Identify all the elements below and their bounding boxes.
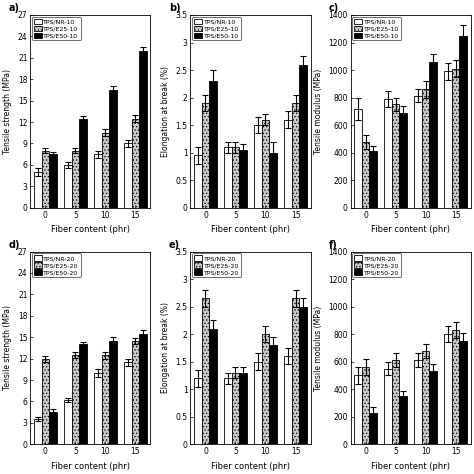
Y-axis label: Tensile strength (MPa): Tensile strength (MPa) [3, 69, 12, 154]
Bar [232, 147, 239, 208]
X-axis label: Fiber content (phr): Fiber content (phr) [51, 225, 130, 234]
Bar [124, 144, 132, 208]
Bar [209, 81, 217, 208]
Text: d): d) [9, 240, 20, 250]
Bar [269, 153, 277, 208]
Bar [34, 419, 42, 444]
Bar [362, 142, 369, 208]
X-axis label: Fiber content (phr): Fiber content (phr) [371, 225, 450, 234]
Bar [64, 165, 72, 208]
Y-axis label: Elongation at break (%): Elongation at break (%) [161, 302, 170, 393]
X-axis label: Fiber content (phr): Fiber content (phr) [51, 462, 130, 471]
Bar [224, 378, 232, 444]
Bar [392, 104, 400, 208]
Bar [384, 99, 392, 208]
Bar [422, 351, 429, 444]
Text: c): c) [329, 3, 339, 13]
Bar [109, 341, 117, 444]
Bar [101, 133, 109, 208]
Bar [42, 151, 49, 208]
X-axis label: Fiber content (phr): Fiber content (phr) [371, 462, 450, 471]
Bar [124, 362, 132, 444]
Y-axis label: Tensile strength (MPa): Tensile strength (MPa) [3, 305, 12, 391]
Bar [79, 345, 87, 444]
Bar [400, 113, 407, 208]
Bar [400, 396, 407, 444]
Bar [269, 345, 277, 444]
Bar [202, 103, 209, 208]
Legend: TPS/NR-20, TPS/E25-20, TPS/E50-20: TPS/NR-20, TPS/E25-20, TPS/E50-20 [353, 254, 401, 277]
Bar [262, 119, 269, 208]
Bar [72, 151, 79, 208]
Y-axis label: Tensile modulus (MPa): Tensile modulus (MPa) [314, 305, 323, 391]
Text: e): e) [169, 240, 180, 250]
Bar [239, 373, 247, 444]
Bar [34, 172, 42, 208]
Bar [94, 373, 101, 444]
Bar [49, 154, 56, 208]
Bar [355, 375, 362, 444]
Bar [452, 69, 459, 208]
Bar [209, 328, 217, 444]
Bar [232, 373, 239, 444]
Bar [392, 360, 400, 444]
Y-axis label: Tensile modulus (MPa): Tensile modulus (MPa) [314, 69, 323, 154]
Bar [101, 355, 109, 444]
Bar [299, 64, 307, 208]
Bar [369, 151, 377, 208]
Bar [72, 355, 79, 444]
Text: a): a) [9, 3, 20, 13]
Bar [369, 413, 377, 444]
Bar [459, 36, 467, 208]
Bar [49, 412, 56, 444]
Bar [445, 334, 452, 444]
X-axis label: Fiber content (phr): Fiber content (phr) [211, 225, 290, 234]
Bar [292, 103, 299, 208]
Bar [262, 334, 269, 444]
Bar [422, 89, 429, 208]
Bar [459, 341, 467, 444]
Bar [292, 299, 299, 444]
Bar [109, 90, 117, 208]
X-axis label: Fiber content (phr): Fiber content (phr) [211, 462, 290, 471]
Bar [384, 369, 392, 444]
Bar [239, 150, 247, 208]
Bar [445, 72, 452, 208]
Legend: TPS/NR-10, TPS/E25-10, TPS/E50-10: TPS/NR-10, TPS/E25-10, TPS/E50-10 [192, 17, 241, 40]
Bar [452, 330, 459, 444]
Bar [414, 360, 422, 444]
Bar [194, 155, 202, 208]
Bar [132, 118, 139, 208]
Bar [254, 362, 262, 444]
Bar [139, 334, 146, 444]
Y-axis label: Elongation at break (%): Elongation at break (%) [161, 66, 170, 157]
Bar [94, 154, 101, 208]
Text: f): f) [329, 240, 337, 250]
Bar [355, 109, 362, 208]
Bar [202, 299, 209, 444]
Legend: TPS/NR-10, TPS/E25-10, TPS/E50-10: TPS/NR-10, TPS/E25-10, TPS/E50-10 [353, 17, 401, 40]
Bar [132, 341, 139, 444]
Bar [254, 125, 262, 208]
Bar [284, 119, 292, 208]
Bar [64, 400, 72, 444]
Bar [42, 359, 49, 444]
Bar [429, 62, 437, 208]
Legend: TPS/NR-20, TPS/E25-20, TPS/E50-20: TPS/NR-20, TPS/E25-20, TPS/E50-20 [32, 254, 81, 277]
Bar [79, 118, 87, 208]
Bar [224, 147, 232, 208]
Bar [362, 367, 369, 444]
Bar [284, 356, 292, 444]
Bar [414, 96, 422, 208]
Legend: TPS/NR-10, TPS/E25-10, TPS/E50-10: TPS/NR-10, TPS/E25-10, TPS/E50-10 [32, 17, 81, 40]
Legend: TPS/NR-20, TPS/E25-20, TPS/E50-20: TPS/NR-20, TPS/E25-20, TPS/E50-20 [192, 254, 241, 277]
Text: b): b) [169, 3, 181, 13]
Bar [299, 307, 307, 444]
Bar [194, 378, 202, 444]
Bar [429, 371, 437, 444]
Bar [139, 51, 146, 208]
